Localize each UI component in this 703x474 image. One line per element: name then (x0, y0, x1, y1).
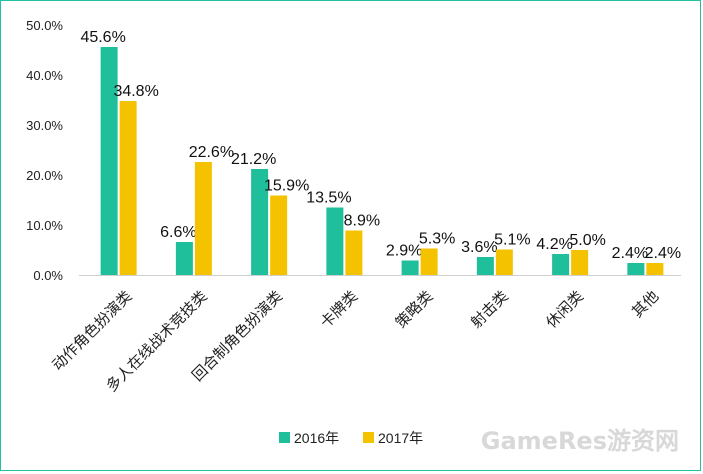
legend-label: 2016年 (294, 430, 339, 446)
bar-2017 (270, 195, 288, 275)
x-tick-label: 其他 (628, 287, 662, 321)
bar-2016 (552, 254, 570, 275)
bar-2017 (119, 101, 137, 275)
data-label: 5.3% (419, 231, 455, 248)
data-label: 22.6% (189, 144, 234, 161)
bar-2017 (420, 248, 438, 275)
legend-swatch-2017 (363, 432, 374, 443)
data-label: 2.9% (386, 243, 422, 260)
data-label: 6.6% (160, 224, 196, 241)
y-tick-label: 10.0% (26, 218, 63, 233)
data-label: 4.2% (536, 236, 572, 253)
data-label: 13.5% (306, 190, 351, 207)
x-tick-label: 动作角色扮演类 (48, 287, 135, 374)
y-tick-label: 50.0% (26, 18, 63, 33)
x-tick-label: 卡牌类 (317, 287, 362, 332)
data-label: 5.1% (494, 232, 530, 249)
bar-2016 (100, 47, 118, 275)
bar-2016 (627, 263, 645, 275)
bar-2017 (571, 250, 589, 275)
bar-2016 (326, 207, 344, 275)
data-label: 2.4% (612, 245, 648, 262)
bar-2017 (194, 162, 212, 275)
bar-2016 (401, 260, 419, 275)
watermark-logo: GameRes游资网 (481, 427, 679, 455)
data-label: 5.0% (569, 232, 605, 249)
data-label: 21.2% (231, 151, 276, 168)
x-tick-label: 策略类 (392, 287, 437, 332)
bar-2016 (251, 169, 269, 275)
data-label: 8.9% (344, 213, 380, 230)
y-tick-label: 0.0% (33, 268, 63, 283)
data-label: 3.6% (461, 239, 497, 256)
x-tick-label: 射击类 (467, 287, 512, 332)
data-label: 45.6% (80, 29, 125, 46)
bar-2016 (476, 257, 494, 275)
y-tick-label: 40.0% (26, 68, 63, 83)
bar-2016 (175, 242, 193, 275)
y-tick-label: 20.0% (26, 168, 63, 183)
bar-2017 (345, 230, 363, 275)
data-label: 15.9% (264, 178, 309, 195)
legend-label: 2017年 (378, 430, 423, 446)
data-label: 2.4% (645, 245, 681, 262)
bar-2017 (646, 263, 664, 275)
x-tick-label: 休闲类 (542, 287, 587, 332)
bar-2017 (495, 249, 513, 275)
legend-swatch-2016 (279, 432, 290, 443)
data-label: 34.8% (113, 83, 158, 100)
y-tick-label: 30.0% (26, 118, 63, 133)
